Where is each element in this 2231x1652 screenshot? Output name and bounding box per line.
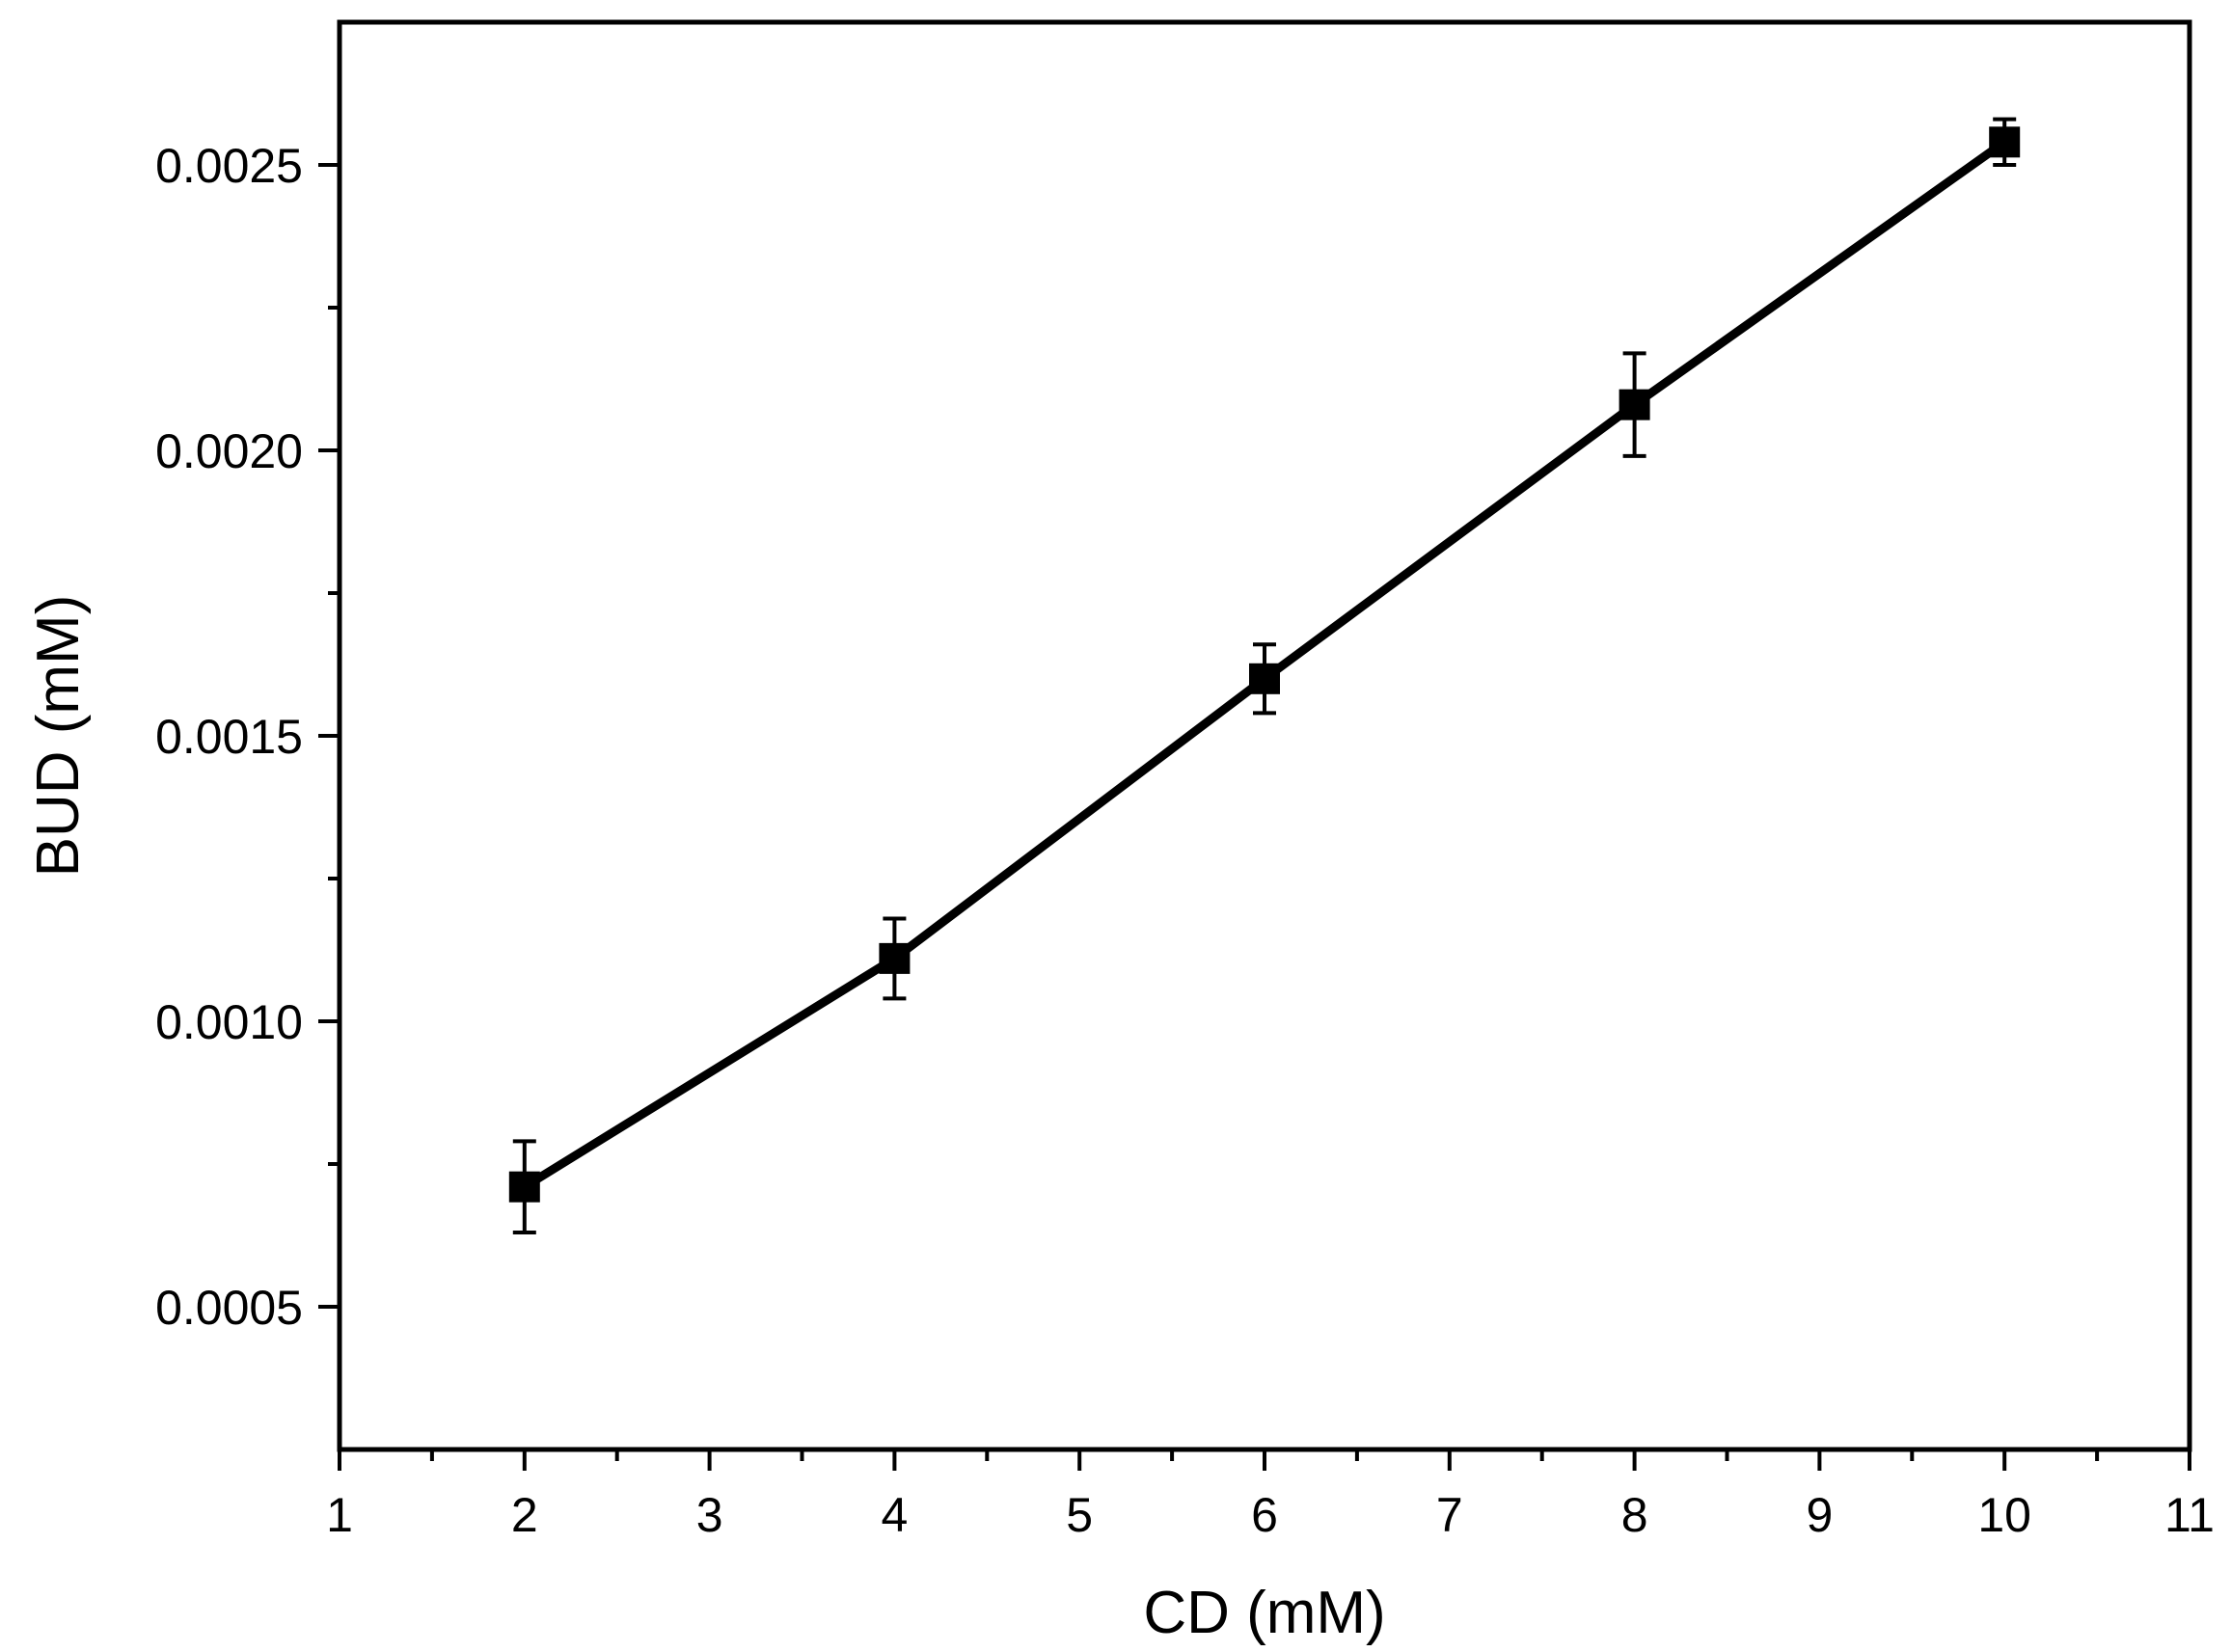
data-point-marker <box>1989 126 2021 158</box>
x-tick-label: 10 <box>1977 1488 2031 1542</box>
y-tick-label: 0.0025 <box>155 139 303 193</box>
x-tick-label: 4 <box>881 1488 908 1542</box>
y-axis-title: BUD (mM) <box>25 595 92 878</box>
data-point-marker <box>508 1171 540 1203</box>
x-tick-label: 6 <box>1251 1488 1278 1542</box>
x-axis-title: CD (mM) <box>1143 1580 1385 1646</box>
x-tick-label: 1 <box>326 1488 353 1542</box>
x-tick-label: 3 <box>696 1488 723 1542</box>
y-tick-label: 0.0020 <box>155 424 303 478</box>
x-tick-label: 8 <box>1621 1488 1648 1542</box>
x-tick-label: 11 <box>2164 1488 2215 1542</box>
y-tick-label: 0.0010 <box>155 995 303 1049</box>
axis-ticks: 1 2 3 4 5 6 7 8 9 10 11 0.0005 0.0010 0.0015 0.0020 0.0… <box>155 139 2215 1542</box>
x-tick-label: 5 <box>1066 1488 1093 1542</box>
data-series <box>508 117 2021 1235</box>
plot-frame <box>337 19 2192 1452</box>
x-tick-label: 7 <box>1436 1488 1463 1542</box>
data-point-marker <box>879 942 911 974</box>
y-tick-label: 0.0005 <box>155 1281 303 1335</box>
y-tick-label: 0.0015 <box>155 710 303 764</box>
data-point-marker <box>1249 663 1280 694</box>
x-tick-label: 9 <box>1806 1488 1833 1542</box>
x-tick-label: 2 <box>511 1488 538 1542</box>
data-point-marker <box>1619 389 1650 420</box>
